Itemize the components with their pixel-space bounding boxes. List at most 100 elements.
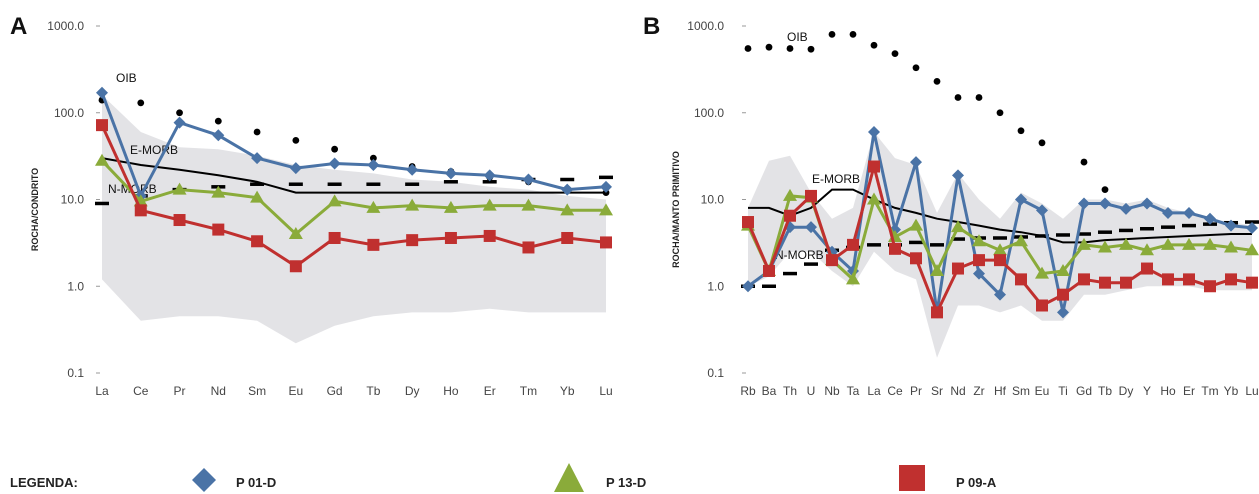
x-tick-label: Tb — [366, 384, 380, 398]
data-point-p09a — [134, 204, 147, 217]
data-point-p09a — [910, 252, 922, 265]
data-point-p01d — [1141, 197, 1153, 210]
data-point-p09a — [1141, 262, 1153, 275]
data-point-p09a — [973, 254, 985, 267]
legend-marker-diamond-icon — [192, 468, 216, 492]
x-tick-label: Sr — [931, 384, 943, 398]
series-line-p01d — [100, 92, 607, 200]
data-point-p01d — [600, 180, 612, 193]
data-point-p13d — [211, 185, 226, 198]
data-point-p09a — [1099, 276, 1111, 289]
x-tick-label: Ce — [133, 384, 149, 398]
x-tick-label: Er — [1183, 384, 1195, 398]
x-tick-label: Eu — [1035, 384, 1050, 398]
data-point-p01d — [1099, 197, 1111, 210]
field-envelope — [102, 95, 606, 344]
data-point-p13d — [1224, 240, 1238, 253]
reference-dot-oib — [891, 50, 899, 58]
data-point-p09a — [742, 216, 754, 229]
data-point-p13d — [482, 198, 497, 211]
data-point-p01d — [289, 162, 302, 175]
data-point-p01d — [251, 152, 264, 165]
x-tick-label: La — [867, 384, 881, 398]
data-point-p09a — [805, 189, 817, 202]
x-tick-label: Tb — [1098, 384, 1112, 398]
x-tick-label: Nd — [950, 384, 965, 398]
data-point-p09a — [1162, 273, 1174, 286]
data-point-p13d — [783, 188, 797, 201]
reference-dot-oib — [849, 31, 857, 38]
data-point-p01d — [328, 157, 341, 170]
data-point-p09a — [561, 231, 574, 244]
data-point-p13d — [909, 218, 923, 231]
x-tick-label: Tm — [520, 384, 537, 398]
data-point-p09a — [994, 254, 1006, 267]
x-tick-label: Er — [484, 384, 496, 398]
x-tick-label: Ba — [762, 384, 777, 398]
legend-label-p09a: P 09-A — [956, 475, 997, 490]
data-point-p13d — [1245, 243, 1259, 256]
reference-dot-oib — [765, 43, 773, 51]
data-point-p13d — [1182, 237, 1196, 250]
y-tick-label: 1000.0 — [47, 19, 84, 33]
chart-b: B ROCHA/MANTO PRIMITIVO 1000.0 100.0 10.0 1.0… — [643, 13, 1259, 398]
data-point-p01d — [212, 129, 225, 142]
data-point-p01d — [444, 167, 457, 180]
data-point-p13d — [95, 153, 109, 166]
chart-a: A ROCHA/CONDRITO 1000.0 100.0 10.0 1.0 0.1 La Ce… — [10, 13, 613, 398]
data-point-p01d — [868, 125, 880, 138]
reference-dot-oib — [954, 94, 962, 101]
reference-dot-oib — [975, 94, 983, 101]
x-tick-label: U — [807, 384, 816, 398]
data-point-p01d — [973, 267, 985, 280]
data-point-p09a — [444, 231, 457, 244]
data-point-p09a — [173, 214, 186, 227]
x-tick-label: Hf — [994, 384, 1007, 398]
data-point-p01d — [561, 183, 574, 196]
reference-label-n-morb: N-MORB — [775, 248, 824, 262]
data-point-p09a — [847, 238, 859, 251]
y-tick-label: 10.0 — [701, 193, 725, 207]
data-point-p09a — [483, 229, 496, 242]
x-tick-label: Nd — [211, 384, 226, 398]
y-axis-title: ROCHA/MANTO PRIMITIVO — [671, 151, 681, 268]
data-point-p09a — [522, 241, 535, 254]
y-tick-label: 100.0 — [694, 106, 724, 120]
data-point-p13d — [1140, 243, 1154, 256]
x-tick-label: Eu — [289, 384, 304, 398]
data-point-p01d — [910, 156, 922, 169]
y-tick-label: 0.1 — [707, 366, 724, 380]
data-point-p09a — [212, 223, 225, 236]
x-tick-label: Rb — [740, 384, 756, 398]
panel-letter: A — [10, 13, 27, 40]
data-point-p13d — [1161, 237, 1175, 250]
data-point-p09a — [1225, 273, 1237, 286]
data-point-p09a — [868, 160, 880, 173]
data-point-p01d — [96, 86, 108, 99]
data-point-p09a — [931, 306, 943, 319]
x-tick-label: Dy — [1119, 384, 1134, 398]
legend-label-p01d: P 01-D — [236, 475, 276, 490]
reference-dot-oib — [137, 99, 145, 107]
x-tick-label: Lu — [599, 384, 612, 398]
data-point-p09a — [952, 262, 964, 275]
data-point-p01d — [1057, 306, 1069, 319]
data-point-p13d — [521, 198, 536, 211]
x-tick-label: Ti — [1058, 384, 1068, 398]
reference-label-oib: OIB — [787, 30, 808, 44]
y-axis-title: ROCHA/CONDRITO — [30, 168, 40, 251]
legend: LEGENDA: P 01-D P 13-D P 09-A — [10, 463, 997, 492]
reference-dot-oib — [331, 145, 339, 153]
y-tick-label: 1.0 — [67, 279, 84, 293]
legend-marker-square-icon — [899, 465, 925, 491]
data-point-p13d — [560, 203, 575, 216]
data-point-p13d — [327, 194, 342, 207]
data-point-p09a — [784, 209, 796, 222]
y-tick-label: 0.1 — [67, 366, 84, 380]
x-tick-label: Tm — [1201, 384, 1218, 398]
data-point-p13d — [1035, 266, 1049, 279]
data-point-p01d — [1204, 212, 1216, 225]
legend-marker-triangle-icon — [554, 463, 584, 492]
data-point-p09a — [1183, 273, 1195, 286]
reference-label-oib: OIB — [116, 71, 137, 85]
